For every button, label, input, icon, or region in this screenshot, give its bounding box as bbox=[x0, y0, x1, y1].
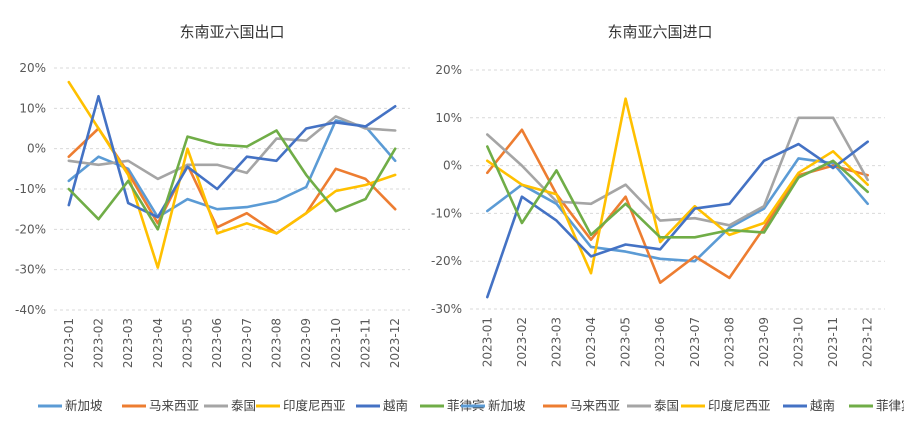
series-line-2 bbox=[67, 127, 397, 235]
x-tick-label: 2023-07 bbox=[240, 318, 254, 368]
x-tick-label: 2023-11 bbox=[826, 317, 840, 367]
series-line-5 bbox=[485, 140, 870, 299]
legend-item: 泰国 bbox=[204, 398, 256, 413]
legend-label: 新加坡 bbox=[488, 398, 526, 413]
y-tick-label: 0% bbox=[443, 159, 462, 173]
legend-label: 印度尼西亚 bbox=[708, 398, 771, 413]
legend-label: 印度尼西亚 bbox=[283, 398, 346, 413]
legend-label: 越南 bbox=[383, 398, 408, 413]
y-tick-label: -40% bbox=[15, 303, 46, 317]
y-tick-label: -30% bbox=[15, 263, 46, 277]
x-tick-label: 2023-06 bbox=[210, 318, 224, 368]
x-tick-label: 2023-06 bbox=[653, 317, 667, 367]
x-tick-label: 2023-03 bbox=[121, 318, 135, 368]
y-tick-label: 20% bbox=[435, 63, 462, 77]
legend: 新加坡 马来西亚 泰国 印度尼西亚 越南 菲律宾 bbox=[461, 398, 904, 413]
series-line-6 bbox=[485, 145, 870, 239]
legend: 新加坡马来西亚泰国印度尼西亚越南菲律宾 bbox=[38, 398, 485, 413]
legend-item: 泰国 bbox=[627, 398, 679, 413]
x-tick-label: 2023-04 bbox=[584, 317, 598, 367]
legend-label: 马来西亚 bbox=[570, 398, 620, 413]
legend-item: 菲律宾 bbox=[849, 398, 904, 413]
y-tick-label: -30% bbox=[431, 302, 462, 316]
chart-title: 东南亚六国出口 bbox=[179, 23, 284, 41]
x-tick-label: 2023-07 bbox=[688, 317, 702, 367]
x-tick-label: 2023-01 bbox=[480, 317, 494, 367]
series-line-3 bbox=[67, 115, 397, 181]
x-tick-label: 2023-10 bbox=[329, 318, 343, 368]
chart-title: 东南亚六国进口 bbox=[607, 23, 712, 41]
legend-label: 新加坡 bbox=[65, 398, 103, 413]
legend-item: 印度尼西亚 bbox=[256, 398, 346, 413]
y-tick-label: 10% bbox=[19, 101, 46, 115]
x-tick-label: 2023-10 bbox=[792, 317, 806, 367]
legend-label: 泰国 bbox=[654, 398, 679, 413]
x-tick-label: 2023-02 bbox=[515, 317, 529, 367]
x-tick-label: 2023-02 bbox=[92, 318, 106, 368]
legend-item: 新加坡 bbox=[38, 398, 103, 413]
x-tick-label: 2023-01 bbox=[62, 318, 76, 368]
legend-item: 新加坡 bbox=[461, 398, 526, 413]
chart-1: 东南亚六国出口 20% 10% 0% -10% -20% -30% -40% 2023-01 20… bbox=[15, 23, 485, 413]
x-tick-label: 2023-05 bbox=[619, 317, 633, 367]
y-tick-label: 0% bbox=[27, 142, 46, 156]
series-line-1 bbox=[485, 157, 870, 263]
x-tick-label: 2023-11 bbox=[359, 318, 373, 368]
series-line-4 bbox=[67, 80, 397, 269]
y-tick-label: -10% bbox=[15, 182, 46, 196]
x-tick-label: 2023-08 bbox=[722, 317, 736, 367]
y-tick-label: -10% bbox=[431, 206, 462, 220]
legend-label: 越南 bbox=[810, 398, 835, 413]
x-tick-label: 2023-12 bbox=[388, 318, 402, 368]
x-tick-label: 2023-09 bbox=[299, 318, 313, 368]
series-line-6 bbox=[67, 129, 397, 231]
legend-item: 越南 bbox=[783, 398, 835, 413]
x-tick-label: 2023-04 bbox=[151, 318, 165, 368]
legend-item: 马来西亚 bbox=[543, 398, 620, 413]
legend-label: 马来西亚 bbox=[149, 398, 199, 413]
x-tick-label: 2023-09 bbox=[757, 317, 771, 367]
y-tick-label: -20% bbox=[15, 222, 46, 236]
y-tick-label: -20% bbox=[431, 254, 462, 268]
legend-label: 泰国 bbox=[231, 398, 256, 413]
legend-item: 印度尼西亚 bbox=[681, 398, 771, 413]
legend-item: 越南 bbox=[356, 398, 408, 413]
series-line-4 bbox=[485, 97, 870, 275]
x-tick-label: 2023-12 bbox=[861, 317, 875, 367]
series-line-3 bbox=[485, 116, 870, 227]
legend-item: 马来西亚 bbox=[122, 398, 199, 413]
chart-2: 东南亚六国进口 20% 10% 0% -10% -20% -30% 2023-01 2023-0… bbox=[431, 23, 904, 413]
y-tick-label: 20% bbox=[19, 61, 46, 75]
x-tick-label: 2023-08 bbox=[270, 318, 284, 368]
legend-label: 菲律宾 bbox=[876, 398, 904, 413]
y-tick-label: 10% bbox=[435, 111, 462, 125]
x-tick-label: 2023-03 bbox=[549, 317, 563, 367]
x-tick-label: 2023-05 bbox=[181, 318, 195, 368]
